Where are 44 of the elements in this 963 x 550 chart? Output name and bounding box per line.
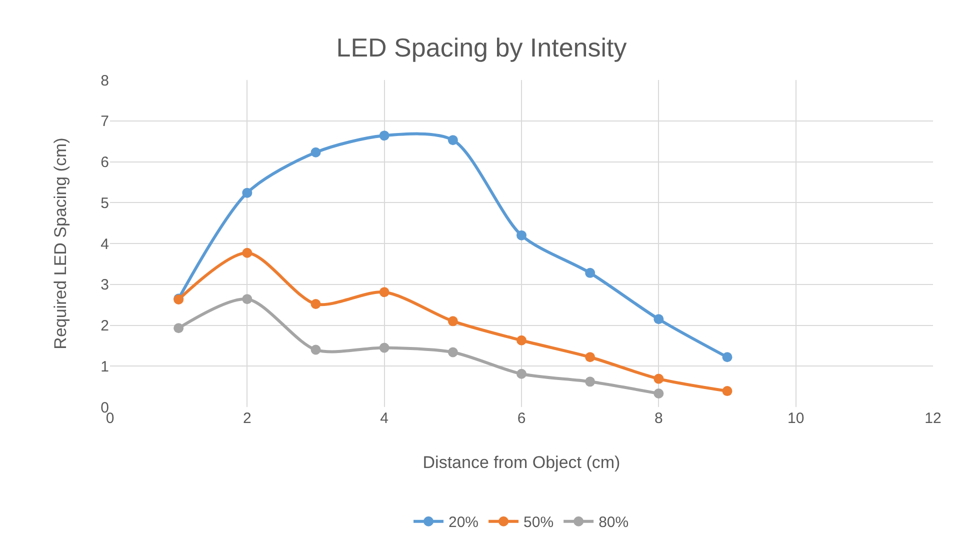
legend-label: 50% (524, 514, 554, 532)
point (516, 335, 526, 346)
point (310, 299, 321, 309)
y-axis-title: Required LED Spacing (cm) (51, 138, 70, 350)
chart-title: LED Spacing by Intensity (336, 32, 627, 63)
point (654, 314, 664, 324)
y-tick-label: 7 (100, 113, 109, 130)
point (585, 268, 596, 278)
point (516, 230, 526, 240)
point (310, 147, 321, 158)
y-tick-label: 5 (100, 194, 109, 212)
point (448, 135, 458, 146)
x-axis-title: Distance from Object (cm) (422, 453, 620, 472)
point (242, 248, 252, 258)
x-tick-label: 8 (654, 410, 663, 427)
legend-label: 20% (448, 514, 479, 532)
y-tick-label: 4 (100, 236, 109, 253)
point (174, 323, 184, 334)
x-tick-label: 12 (924, 410, 942, 427)
x-tick-label: 4 (380, 410, 388, 427)
point (722, 352, 732, 362)
point (379, 287, 390, 298)
point (654, 388, 664, 399)
point (448, 347, 458, 358)
point (585, 376, 596, 387)
point (654, 374, 664, 384)
x-tick-label: 10 (787, 410, 804, 427)
x-tick-label: 2 (243, 410, 252, 427)
point (379, 342, 390, 353)
point (242, 294, 252, 304)
x-tick-label: 6 (517, 410, 526, 427)
point (448, 316, 458, 326)
point (310, 344, 321, 355)
point (516, 368, 526, 379)
point (242, 188, 252, 198)
point (379, 130, 390, 141)
point (722, 386, 732, 396)
y-tick-label: 2 (100, 318, 109, 334)
y-tick-label: 3 (100, 276, 109, 294)
y-tick-label: 1 (100, 358, 109, 376)
point (585, 352, 596, 362)
legend-label: 80% (598, 514, 629, 532)
y-tick-label: 6 (100, 154, 109, 171)
y-tick-label: 8 (100, 72, 109, 90)
